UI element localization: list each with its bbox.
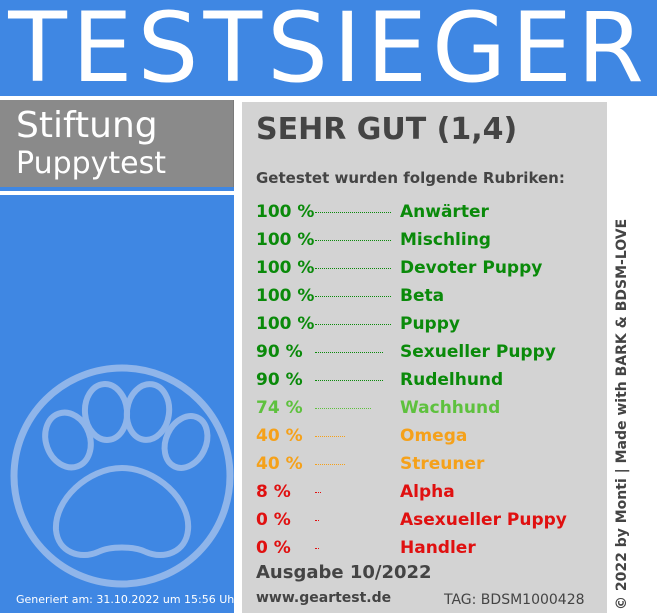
result-leader <box>315 492 321 493</box>
website-link[interactable]: www.geartest.de <box>256 590 392 606</box>
brand-name-line2: Puppytest <box>16 146 167 181</box>
grade: SEHR GUT (1,4) <box>256 112 518 147</box>
result-category: Wachhund <box>400 398 501 418</box>
result-category: Mischling <box>400 230 491 250</box>
result-percent: 100 % <box>256 286 315 306</box>
result-leader <box>315 268 391 269</box>
result-leader <box>315 520 319 521</box>
result-leader <box>315 548 319 549</box>
result-leader <box>315 212 391 213</box>
result-percent: 90 % <box>256 342 303 362</box>
result-category: Handler <box>400 538 476 558</box>
result-category: Rudelhund <box>400 370 504 390</box>
result-category: Beta <box>400 286 445 306</box>
result-percent: 100 % <box>256 314 315 334</box>
generated-timestamp: Generiert am: 31.10.2022 um 15:56 Uhr <box>16 593 239 606</box>
result-leader <box>315 352 383 353</box>
credit-vertical: © 2022 by Monti | Made with BARK & BDSM-… <box>614 218 630 610</box>
brand-name-line1: Stiftung <box>16 105 158 146</box>
result-leader <box>315 436 345 437</box>
result-percent: 40 % <box>256 454 303 474</box>
result-category: Streuner <box>400 454 485 474</box>
result-leader <box>315 296 391 297</box>
result-leader <box>315 240 391 241</box>
result-category: Omega <box>400 426 468 446</box>
issue: Ausgabe 10/2022 <box>256 562 432 583</box>
result-category: Alpha <box>400 482 455 502</box>
result-percent: 0 % <box>256 538 291 558</box>
banner: TESTSIEGER <box>0 0 657 102</box>
result-category: Anwärter <box>400 202 489 222</box>
brand-box <box>0 100 234 187</box>
result-percent: 90 % <box>256 370 303 390</box>
result-percent: 40 % <box>256 426 303 446</box>
result-leader <box>315 380 383 381</box>
result-category: Asexueller Puppy <box>400 510 567 530</box>
result-category: Sexueller Puppy <box>400 342 556 362</box>
result-percent: 74 % <box>256 398 303 418</box>
result-leader <box>315 408 371 409</box>
banner-title: TESTSIEGER <box>8 0 649 104</box>
result-category: Puppy <box>400 314 460 334</box>
result-percent: 100 % <box>256 230 315 250</box>
result-percent: 100 % <box>256 202 315 222</box>
paw-icon <box>6 360 238 592</box>
result-percent: 100 % <box>256 258 315 278</box>
result-category: Devoter Puppy <box>400 258 543 278</box>
brand-divider <box>0 191 234 195</box>
result-percent: 0 % <box>256 510 291 530</box>
result-leader <box>315 464 345 465</box>
tag-id: TAG: BDSM1000428 <box>444 592 585 608</box>
content-panel <box>242 102 607 613</box>
result-leader <box>315 324 391 325</box>
result-percent: 8 % <box>256 482 291 502</box>
intro-text: Getestet wurden folgende Rubriken: <box>256 169 565 187</box>
